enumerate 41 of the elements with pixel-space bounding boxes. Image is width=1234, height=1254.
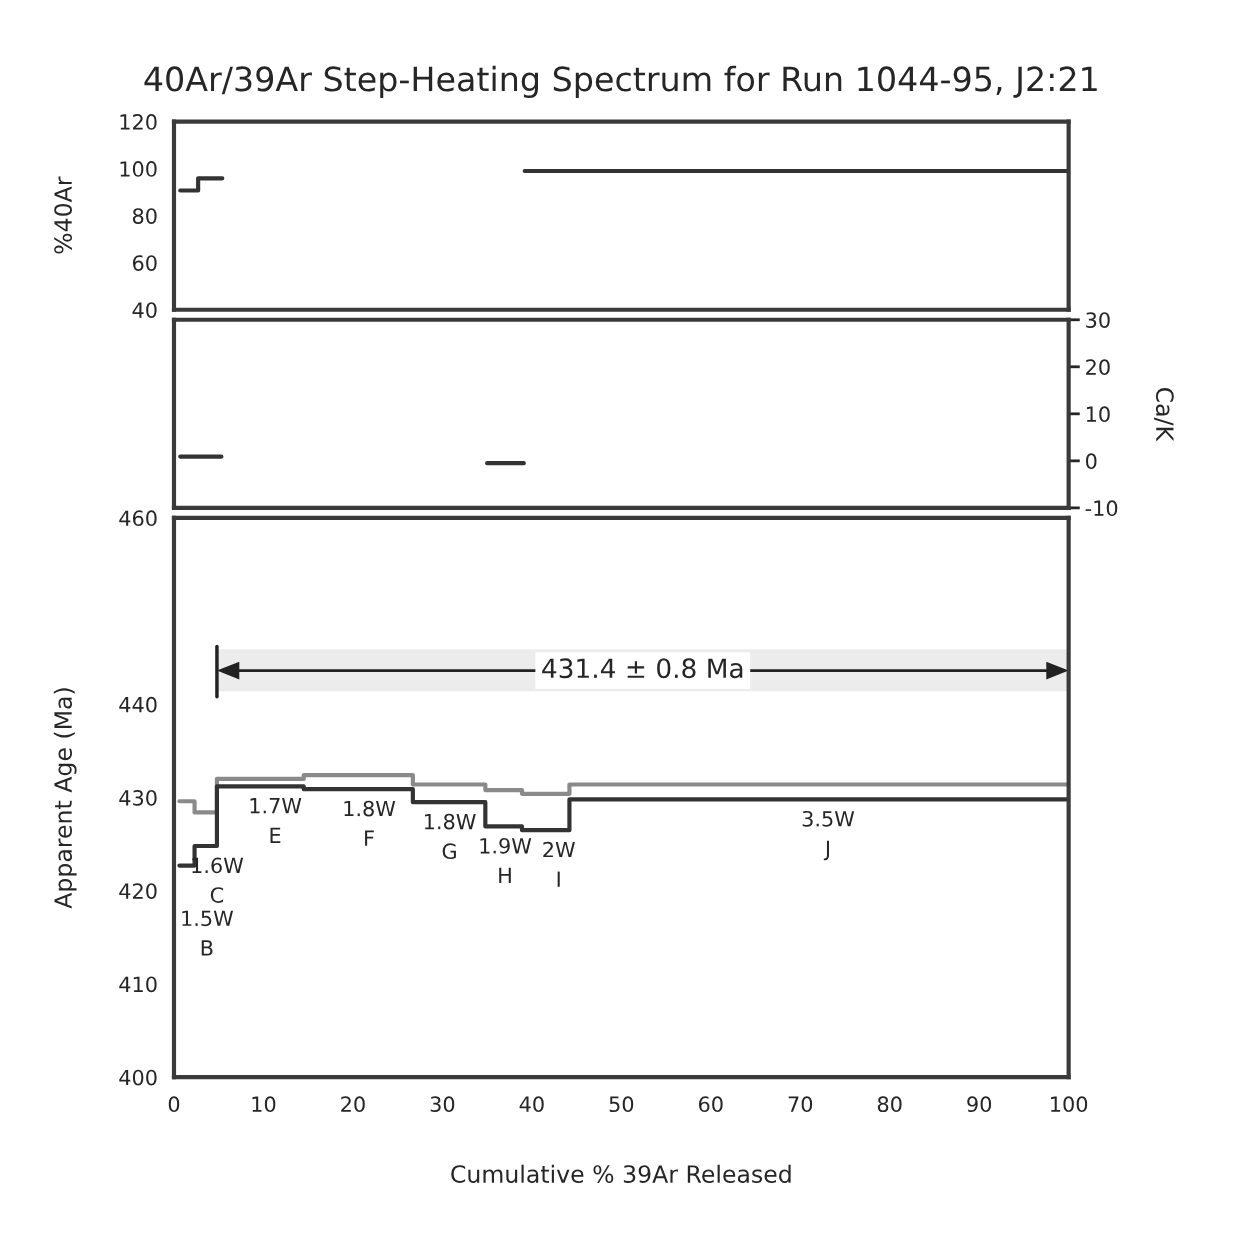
y-tick-label: 30 [1086, 312, 1110, 328]
chart-title: 40Ar/39Ar Step-Heating Spectrum for Run 1044-95, J2:21 [144, 65, 1097, 99]
y-tick-label: 430 [119, 790, 157, 806]
annotation: 3.5W J [802, 810, 855, 861]
annotation: 1.7W E [250, 798, 302, 843]
x-tick-label: 20 [341, 1096, 365, 1113]
x-tick-label: 90 [967, 1096, 992, 1113]
y-tick-label: 20 [1086, 359, 1110, 376]
y-axis-title: Ca/K [1154, 387, 1174, 442]
y-tick-label: 120 [120, 114, 157, 130]
y-tick-label: 400 [119, 1069, 157, 1086]
x-tick-label: 0 [168, 1096, 180, 1113]
y-tick-label: 80 [132, 208, 157, 224]
x-tick-label: 80 [877, 1096, 902, 1113]
y-axis-title: Apparent Age (Ma) [53, 688, 77, 909]
y-axis-title: %40Ar [54, 176, 73, 254]
x-tick-label: 70 [788, 1096, 813, 1113]
y-tick-label: 40 [132, 302, 157, 318]
y-tick-label: 0 [1085, 453, 1097, 470]
annotation: 1.8W F [344, 800, 396, 846]
y-tick-label: 100 [120, 161, 157, 177]
annotation: 2W I [543, 841, 575, 887]
y-tick-label: -10 [1085, 500, 1118, 517]
x-tick-label: 50 [609, 1096, 634, 1113]
annotation: 1.6W C [192, 857, 244, 903]
x-axis-title: Cumulative % 39Ar Released [451, 1164, 791, 1183]
annotation: 1.5W B [182, 910, 234, 956]
annotation: 1.9W H [480, 837, 532, 884]
y-tick-label: 60 [132, 255, 157, 271]
x-tick-label: 100 [1051, 1096, 1088, 1113]
y-tick-label: 420 [119, 883, 157, 899]
x-tick-label: 40 [519, 1096, 544, 1113]
y-tick-label: 410 [119, 976, 157, 993]
x-tick-label: 30 [430, 1096, 455, 1113]
y-tick-label: 460 [119, 510, 157, 527]
y-tick-label: 440 [119, 696, 157, 713]
x-tick-label: 10 [252, 1096, 276, 1113]
y-tick-label: 10 [1086, 406, 1110, 423]
annotation: 1.8W G [424, 813, 476, 860]
x-tick-label: 60 [698, 1096, 723, 1113]
band-label: 431.4 ± 0.8 Ma [542, 658, 743, 679]
